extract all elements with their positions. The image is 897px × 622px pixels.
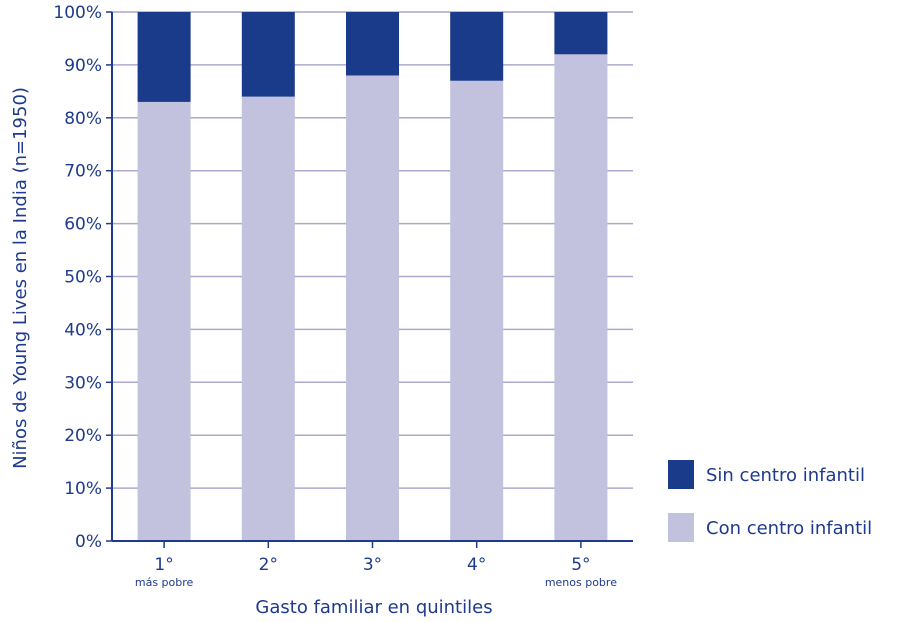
bar-segment — [241, 12, 295, 97]
legend: Sin centro infantil Con centro infantil — [668, 460, 872, 542]
x-tick-label: 5° — [571, 555, 590, 575]
x-tick-labels: 1°más pobre 2° 3° 4° 5°menos pobre — [135, 555, 617, 589]
bar-segment — [554, 12, 608, 55]
y-tick-label: 60% — [64, 215, 102, 235]
y-tick-label: 50% — [64, 268, 102, 288]
axes — [106, 11, 633, 548]
x-tick-label: 3° — [363, 555, 382, 575]
y-tick-labels: 0% 10% 20% 30% 40% 50% 60% 70% 80% 90% 100% — [53, 3, 102, 552]
bar-segment — [346, 12, 399, 76]
legend-swatch-sin-centro — [668, 460, 694, 489]
legend-label-sin-centro: Sin centro infantil — [706, 465, 865, 486]
x-tick-label: 1° — [154, 555, 173, 575]
bar-segment — [554, 54, 608, 541]
x-tick-label: 2° — [259, 555, 278, 575]
y-tick-label: 0% — [75, 532, 102, 552]
bar-segment — [137, 12, 191, 102]
bar-segment — [450, 80, 504, 542]
y-tick-label: 90% — [64, 56, 102, 76]
bar-segment — [137, 101, 191, 542]
bar-segment — [450, 12, 504, 81]
bars — [137, 12, 608, 542]
x-tick-label: 4° — [467, 555, 486, 575]
bar-segment — [241, 96, 295, 541]
x-tick-sublabel: menos pobre — [545, 576, 617, 589]
legend-swatch-con-centro — [668, 513, 694, 542]
y-tick-label: 40% — [64, 320, 102, 340]
y-tick-label: 10% — [64, 479, 102, 499]
y-tick-label: 70% — [64, 162, 102, 182]
y-axis-title: Niños de Young Lives en la India (n=1950… — [10, 87, 31, 469]
x-tick-sublabel: más pobre — [135, 576, 194, 589]
bar-segment — [346, 75, 399, 541]
y-tick-label: 20% — [64, 426, 102, 446]
y-tick-label: 100% — [53, 3, 102, 23]
legend-label-con-centro: Con centro infantil — [706, 518, 872, 539]
x-axis-title: Gasto familiar en quintiles — [255, 597, 492, 618]
y-tick-label: 30% — [64, 373, 102, 393]
y-tick-label: 80% — [64, 109, 102, 129]
